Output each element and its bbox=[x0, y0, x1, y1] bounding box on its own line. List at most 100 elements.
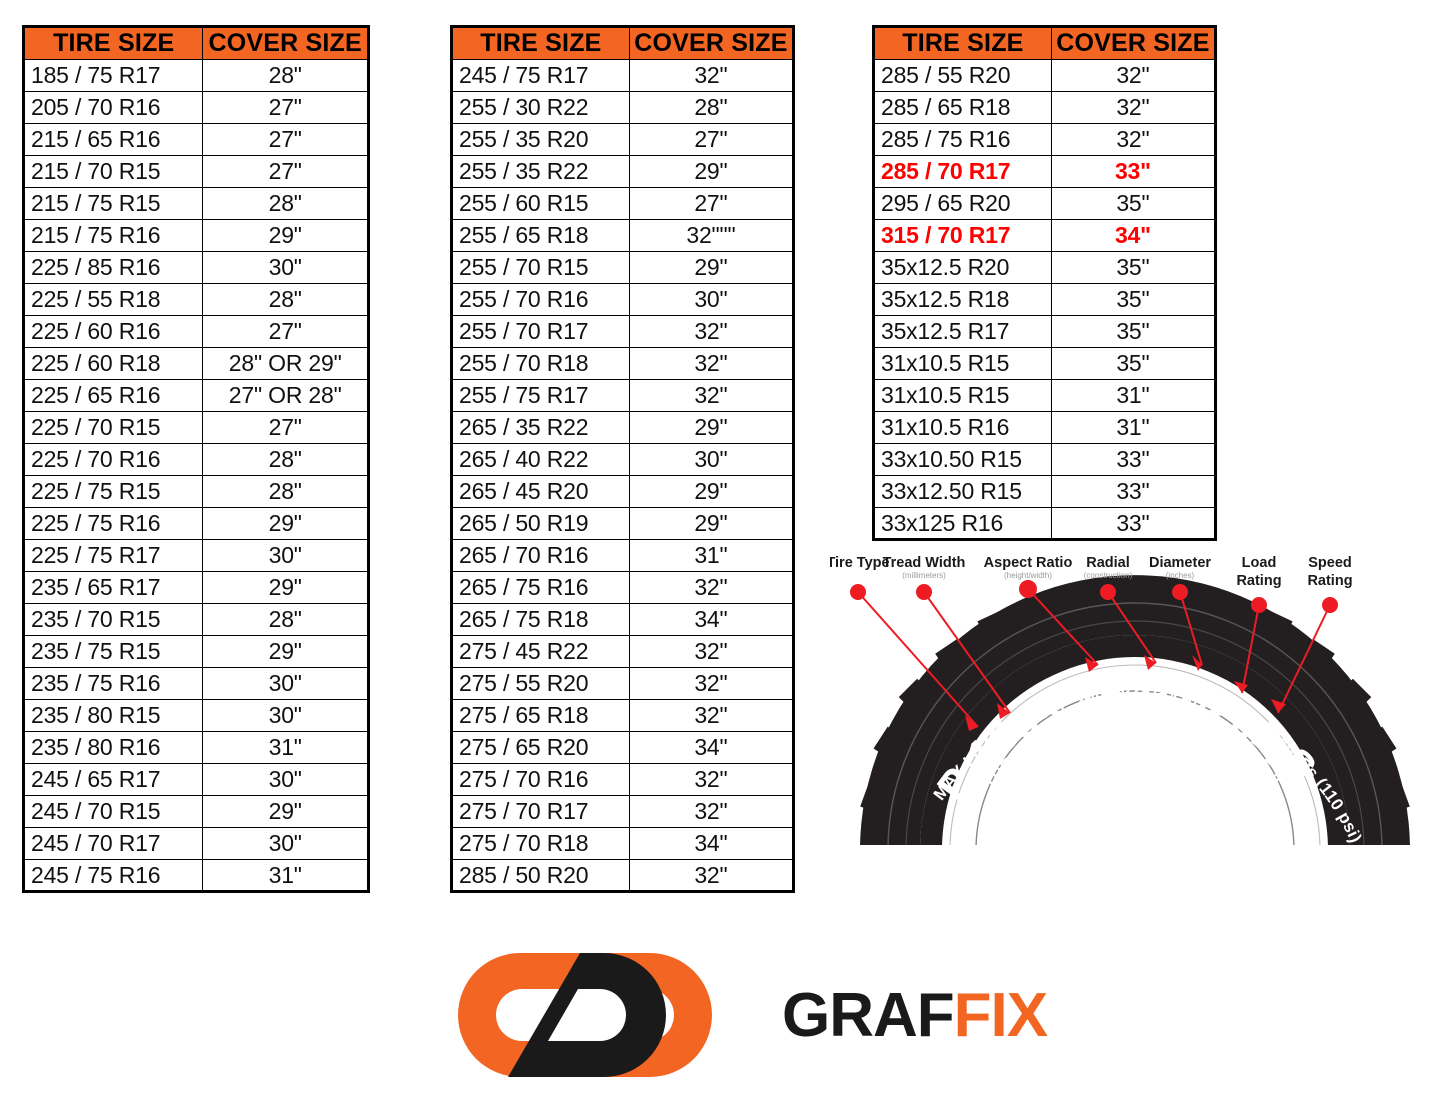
cell-tire-size: 255 / 65 R18 bbox=[451, 219, 630, 252]
table-row: 255 / 70 R17 32" bbox=[451, 315, 795, 348]
table-row: 285 / 75 R16 32" bbox=[873, 123, 1217, 156]
callout-dot-tire-type bbox=[850, 584, 866, 600]
cell-tire-size: 275 / 70 R17 bbox=[451, 795, 630, 828]
table-header-row: TIRE SIZE COVER SIZE bbox=[451, 26, 795, 60]
column-header-cover-size: COVER SIZE bbox=[1050, 26, 1217, 60]
cell-cover-size: 29" bbox=[202, 507, 369, 540]
cell-cover-size: 30" bbox=[202, 699, 369, 732]
cell-cover-size: 27" OR 28" bbox=[202, 379, 369, 412]
cell-tire-size: 225 / 60 R18 bbox=[22, 347, 204, 380]
table-row: 255 / 60 R15 27" bbox=[451, 187, 795, 220]
table-row: 225 / 70 R15 27" bbox=[22, 411, 369, 444]
table-row: 215 / 75 R15 28" bbox=[22, 187, 369, 220]
brand-logo: GRAFFIX bbox=[450, 945, 1048, 1085]
cell-tire-size: 31x10.5 R15 bbox=[873, 347, 1052, 380]
cell-cover-size: 28" OR 29" bbox=[202, 347, 369, 380]
cell-cover-size: 28" bbox=[628, 91, 795, 124]
callout-dot-aspect-ratio bbox=[1019, 580, 1037, 598]
cell-cover-size: 33" bbox=[1050, 443, 1217, 476]
cell-cover-size: 27" bbox=[202, 155, 369, 188]
cell-tire-size: 285 / 55 R20 bbox=[873, 59, 1052, 92]
cell-cover-size: 30" bbox=[628, 283, 795, 316]
callout-dot-radial bbox=[1100, 584, 1116, 600]
table-row: 255 / 35 R20 27" bbox=[451, 123, 795, 156]
cell-cover-size: 29" bbox=[202, 219, 369, 252]
cell-cover-size: 29" bbox=[202, 635, 369, 668]
table-row: 255 / 75 R17 32" bbox=[451, 379, 795, 412]
cell-tire-size: 275 / 45 R22 bbox=[451, 635, 630, 668]
table-row: 275 / 65 R20 34" bbox=[451, 731, 795, 764]
cell-cover-size: 29" bbox=[628, 251, 795, 284]
callout-label-diameter: Diameter bbox=[1149, 555, 1211, 571]
callout-dot-speed-rating bbox=[1322, 597, 1338, 613]
callout-leaders bbox=[850, 580, 1338, 731]
table-row: 215 / 75 R16 29" bbox=[22, 219, 369, 252]
cell-tire-size: 245 / 70 R15 bbox=[22, 795, 204, 828]
callout-sub-tread-width: (millimeters) bbox=[902, 571, 946, 580]
table-row: 35x12.5 R18 35" bbox=[873, 283, 1217, 316]
table-row: 275 / 70 R18 34" bbox=[451, 827, 795, 860]
cell-tire-size: 235 / 75 R15 bbox=[22, 635, 204, 668]
table-row: 225 / 70 R16 28" bbox=[22, 443, 369, 476]
cell-tire-size: 205 / 70 R16 bbox=[22, 91, 204, 124]
table-row: 31x10.5 R15 31" bbox=[873, 379, 1217, 412]
cell-tire-size: 255 / 30 R22 bbox=[451, 91, 630, 124]
table-row: 235 / 70 R15 28" bbox=[22, 603, 369, 636]
callout-label-tire-type: Tire Type bbox=[830, 555, 890, 571]
table-row: 225 / 60 R18 28" OR 29" bbox=[22, 347, 369, 380]
table-row: 245 / 75 R16 31" bbox=[22, 859, 369, 892]
tire-size-table-1: TIRE SIZE COVER SIZE 185 / 75 R17 28" 205 … bbox=[22, 25, 370, 893]
callout-sub-diameter: (inches) bbox=[1166, 571, 1195, 580]
callout-label-aspect-ratio: Aspect Ratio bbox=[984, 555, 1073, 571]
cell-tire-size: 225 / 70 R16 bbox=[22, 443, 204, 476]
cell-tire-size: 265 / 70 R16 bbox=[451, 539, 630, 572]
table-row: 31x10.5 R16 31" bbox=[873, 411, 1217, 444]
cell-cover-size: 32" bbox=[628, 699, 795, 732]
cell-tire-size: 225 / 60 R16 bbox=[22, 315, 204, 348]
cell-tire-size: 225 / 75 R17 bbox=[22, 539, 204, 572]
cell-tire-size: 255 / 35 R20 bbox=[451, 123, 630, 156]
table-row: 255 / 70 R16 30" bbox=[451, 283, 795, 316]
cell-cover-size: 32" bbox=[628, 379, 795, 412]
table-row: 275 / 70 R17 32" bbox=[451, 795, 795, 828]
cell-tire-size: 295 / 65 R20 bbox=[873, 187, 1052, 220]
cell-tire-size: 225 / 65 R16 bbox=[22, 379, 204, 412]
cell-cover-size: 30" bbox=[202, 667, 369, 700]
cell-cover-size: 29" bbox=[628, 411, 795, 444]
cell-tire-size: 235 / 80 R16 bbox=[22, 731, 204, 764]
cell-cover-size: 27" bbox=[628, 123, 795, 156]
cell-tire-size: 235 / 75 R16 bbox=[22, 667, 204, 700]
table-row: 245 / 75 R17 32" bbox=[451, 59, 795, 92]
callout-dot-diameter bbox=[1172, 584, 1188, 600]
cell-tire-size: 265 / 75 R18 bbox=[451, 603, 630, 636]
cell-cover-size: 32" bbox=[628, 635, 795, 668]
cell-cover-size: 32" bbox=[628, 667, 795, 700]
cell-cover-size: 29" bbox=[628, 155, 795, 188]
cell-tire-size: 33x125 R16 bbox=[873, 507, 1052, 540]
table-row: 285 / 50 R20 32" bbox=[451, 859, 795, 892]
table-row: 275 / 65 R18 32" bbox=[451, 699, 795, 732]
cell-cover-size: 30" bbox=[202, 763, 369, 796]
table-row: 285 / 65 R18 32" bbox=[873, 91, 1217, 124]
cell-tire-size: 255 / 70 R17 bbox=[451, 315, 630, 348]
table-row: 205 / 70 R16 27" bbox=[22, 91, 369, 124]
table-row: 265 / 75 R16 32" bbox=[451, 571, 795, 604]
table-row: 225 / 60 R16 27" bbox=[22, 315, 369, 348]
table-row: 225 / 65 R16 27" OR 28" bbox=[22, 379, 369, 412]
table-row: 235 / 75 R15 29" bbox=[22, 635, 369, 668]
table-row: 225 / 85 R16 30" bbox=[22, 251, 369, 284]
cell-cover-size: 32" bbox=[628, 59, 795, 92]
cell-tire-size: 225 / 75 R15 bbox=[22, 475, 204, 508]
table-row: 35x12.5 R20 35" bbox=[873, 251, 1217, 284]
cell-cover-size: 33" bbox=[1050, 475, 1217, 508]
cell-tire-size: 315 / 70 R17 bbox=[873, 219, 1052, 252]
cell-tire-size: 255 / 70 R16 bbox=[451, 283, 630, 316]
cell-cover-size: 27" bbox=[202, 91, 369, 124]
column-header-cover-size: COVER SIZE bbox=[202, 26, 369, 60]
cell-cover-size: 28" bbox=[202, 603, 369, 636]
cell-tire-size: 275 / 70 R16 bbox=[451, 763, 630, 796]
cell-cover-size: 32" bbox=[628, 859, 795, 892]
cell-tire-size: 245 / 75 R16 bbox=[22, 859, 204, 892]
cell-tire-size: 225 / 85 R16 bbox=[22, 251, 204, 284]
cell-tire-size: 265 / 45 R20 bbox=[451, 475, 630, 508]
